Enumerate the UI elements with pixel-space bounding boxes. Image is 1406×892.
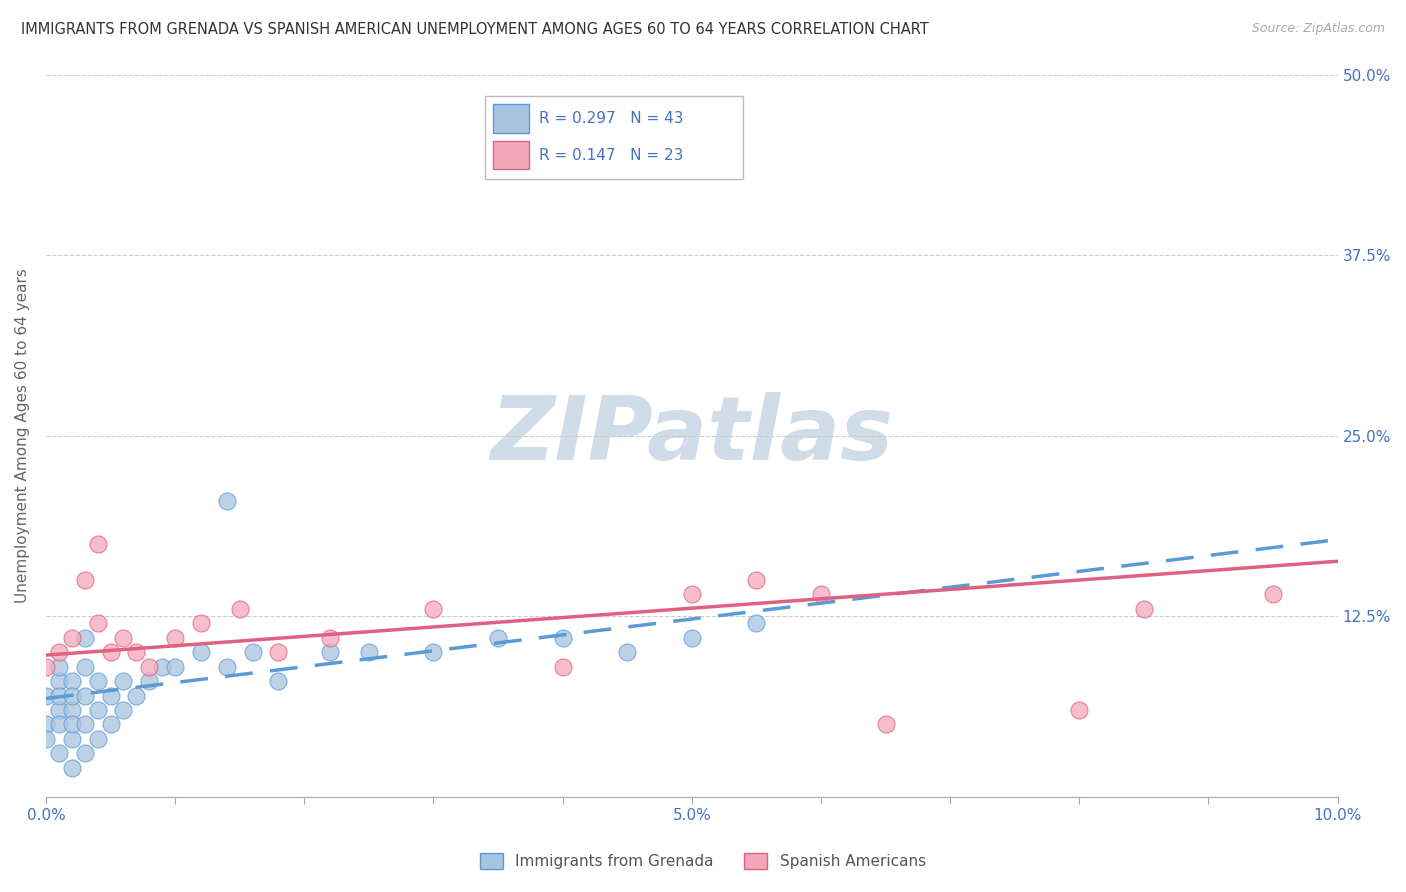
Point — [1261, 587, 1284, 601]
Point — [319, 645, 342, 659]
Text: Source: ZipAtlas.com: Source: ZipAtlas.com — [1251, 22, 1385, 36]
Point — [73, 573, 96, 587]
Point — [60, 717, 83, 731]
Point — [551, 659, 574, 673]
Point — [1069, 703, 1091, 717]
Point — [112, 631, 135, 645]
Point — [60, 689, 83, 703]
Point — [150, 659, 173, 673]
Point — [48, 717, 70, 731]
Point — [112, 703, 135, 717]
Point — [190, 645, 212, 659]
Point — [48, 703, 70, 717]
Point — [875, 717, 897, 731]
Point — [242, 645, 264, 659]
Point — [100, 645, 122, 659]
Point — [228, 602, 250, 616]
Point — [73, 717, 96, 731]
Point — [215, 659, 238, 673]
Point — [35, 731, 58, 746]
Point — [73, 747, 96, 761]
Point — [86, 537, 108, 551]
Point — [215, 493, 238, 508]
Point — [100, 717, 122, 731]
Text: ZIPatlas: ZIPatlas — [491, 392, 893, 479]
Point — [73, 631, 96, 645]
Point — [48, 645, 70, 659]
Point — [86, 731, 108, 746]
Point — [35, 689, 58, 703]
Point — [267, 645, 290, 659]
Point — [35, 659, 58, 673]
Point — [60, 731, 83, 746]
Point — [616, 645, 638, 659]
Point — [190, 616, 212, 631]
Point — [745, 616, 768, 631]
Point — [48, 689, 70, 703]
Point — [810, 587, 832, 601]
Point — [165, 659, 187, 673]
Point — [745, 573, 768, 587]
Point — [86, 703, 108, 717]
Point — [125, 689, 148, 703]
Point — [138, 659, 160, 673]
Point — [86, 616, 108, 631]
Point — [60, 631, 83, 645]
Point — [1133, 602, 1156, 616]
Point — [681, 631, 703, 645]
Point — [112, 674, 135, 689]
Point — [86, 674, 108, 689]
Point — [60, 703, 83, 717]
Y-axis label: Unemployment Among Ages 60 to 64 years: Unemployment Among Ages 60 to 64 years — [15, 268, 30, 603]
Point — [486, 631, 509, 645]
Text: IMMIGRANTS FROM GRENADA VS SPANISH AMERICAN UNEMPLOYMENT AMONG AGES 60 TO 64 YEA: IMMIGRANTS FROM GRENADA VS SPANISH AMERI… — [21, 22, 929, 37]
Point — [357, 645, 380, 659]
Point — [48, 747, 70, 761]
Point — [125, 645, 148, 659]
Point — [165, 631, 187, 645]
Point — [60, 761, 83, 775]
Point — [73, 689, 96, 703]
Point — [35, 717, 58, 731]
Point — [138, 674, 160, 689]
Point — [551, 631, 574, 645]
Point — [422, 645, 444, 659]
Point — [319, 631, 342, 645]
Point — [267, 674, 290, 689]
Legend: Immigrants from Grenada, Spanish Americans: Immigrants from Grenada, Spanish America… — [474, 847, 932, 875]
Point — [100, 689, 122, 703]
Point — [73, 659, 96, 673]
Point — [48, 674, 70, 689]
Point — [422, 602, 444, 616]
Point — [48, 659, 70, 673]
Point — [60, 674, 83, 689]
Point — [681, 587, 703, 601]
